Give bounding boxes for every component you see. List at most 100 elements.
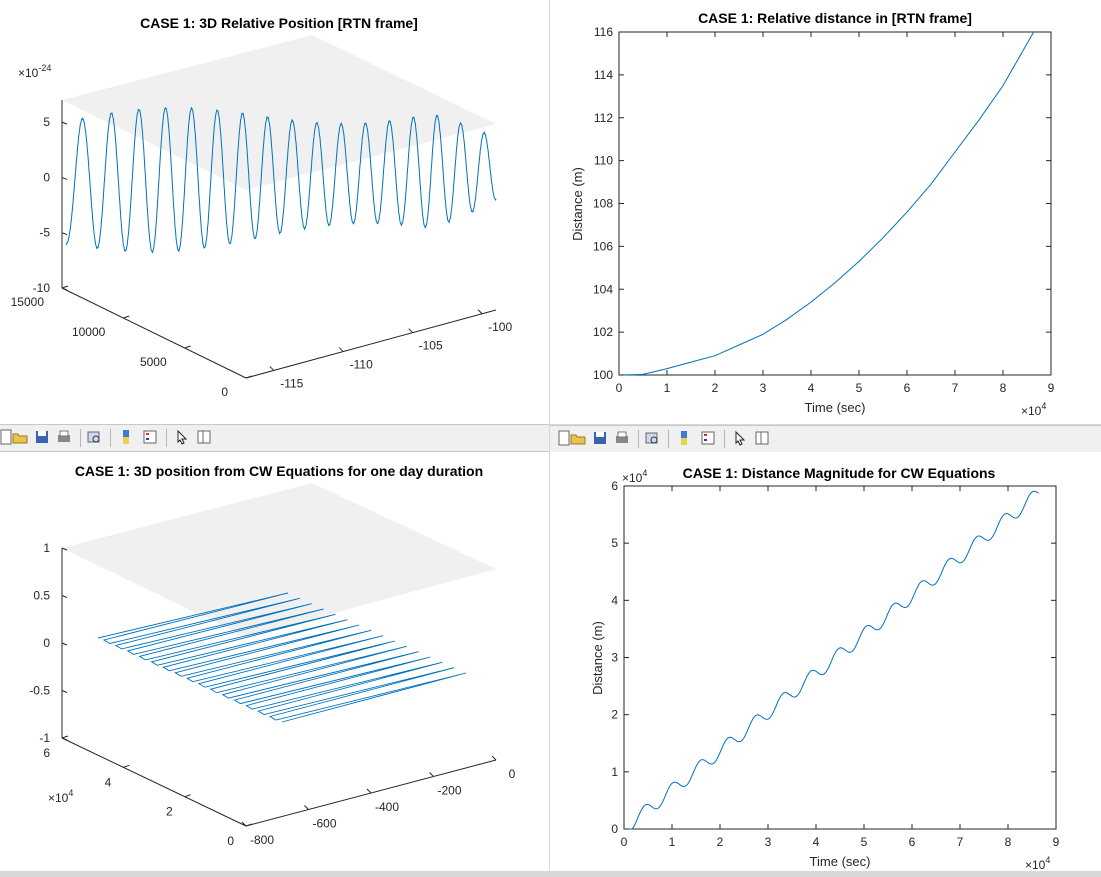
y-tick-label: 100 (593, 368, 613, 382)
x-axis-label: Time (sec) (805, 400, 866, 415)
y-axis-label: Distance (m) (570, 167, 585, 241)
toolbar-separator (166, 429, 167, 447)
y-tick (123, 315, 130, 319)
chart-title: CASE 1: Relative distance in [RTN frame] (698, 10, 972, 26)
legend-icon[interactable] (700, 430, 716, 446)
z-tick-label: 5 (43, 115, 50, 129)
axes-front-face (62, 100, 496, 378)
x-tick (429, 772, 434, 777)
toolbar-separator (80, 429, 81, 447)
colorbar-icon[interactable] (118, 429, 134, 445)
save-icon[interactable] (592, 430, 608, 446)
y-tick-label: 4 (105, 775, 112, 789)
z-tick-label: 1 (43, 541, 50, 555)
figure-window-2: CASE 1: Relative distance in [RTN frame]… (550, 0, 1101, 424)
open-icon[interactable] (570, 430, 586, 446)
x-axis-label: Time (sec) (810, 854, 871, 869)
y-tick-label: 102 (593, 325, 613, 339)
pointer-icon[interactable] (732, 430, 748, 446)
y-tick (61, 285, 69, 289)
z-tick-label: -5 (39, 226, 50, 240)
z-tick-label: 0 (43, 636, 50, 650)
y-tick-label: 2 (166, 805, 173, 819)
toolbar-separator (724, 430, 725, 448)
x-tick (408, 328, 414, 334)
chart-3d-relative-position: CASE 1: 3D Relative Position [RTN frame]… (11, 15, 513, 399)
x-tick-label: 4 (808, 381, 815, 395)
z-tick (61, 737, 68, 741)
x-tick-label: 9 (1048, 381, 1055, 395)
pointer-icon[interactable] (174, 429, 190, 445)
y-tick-label: 2 (611, 708, 618, 722)
y-tick-label: 0 (611, 822, 618, 836)
y-tick-label: 116 (594, 25, 613, 39)
x-tick-label: -600 (312, 817, 336, 831)
z-tick (61, 642, 68, 646)
x-tick-label: -105 (419, 339, 443, 353)
new-icon[interactable] (0, 429, 14, 445)
colorbar-icon[interactable] (676, 430, 692, 446)
x-tick-label: 3 (760, 381, 767, 395)
x-tick-label: -200 (437, 784, 461, 798)
new-icon[interactable] (556, 430, 572, 446)
print-icon[interactable] (56, 429, 72, 445)
toolbar-separator (668, 430, 669, 448)
series-line (97, 592, 467, 723)
series-line (618, 31, 1035, 376)
open-icon[interactable] (12, 429, 28, 445)
x-tick-label: 6 (904, 381, 911, 395)
x-tick-label: -800 (250, 833, 274, 847)
z-tick (61, 232, 68, 236)
x-tick-label: 2 (717, 835, 724, 849)
property-editor-icon[interactable] (754, 430, 770, 446)
y-tick-label: 1 (611, 765, 618, 779)
x-tick-label: 1 (669, 835, 676, 849)
z-tick (61, 547, 68, 551)
x-tick (477, 309, 483, 315)
print-preview-icon[interactable] (644, 430, 660, 446)
y-tick (245, 375, 253, 379)
z-tick (61, 176, 68, 180)
chart-distance-magnitude: CASE 1: Distance Magnitude for CW Equati… (590, 465, 1060, 871)
figure-window-4: CASE 1: Distance Magnitude for CW Equati… (550, 452, 1101, 871)
chart-title: CASE 1: 3D position from CW Equations fo… (75, 463, 483, 479)
x-tick-label: 0 (621, 835, 628, 849)
y-tick-label: 10000 (72, 325, 106, 339)
y-tick (184, 794, 191, 798)
x-tick-label: 8 (1000, 381, 1007, 395)
save-icon[interactable] (34, 429, 50, 445)
plot-area (623, 485, 1057, 830)
x-tick-label: -115 (280, 376, 303, 390)
x-tick (338, 347, 344, 352)
x-tick-label: 7 (957, 835, 964, 849)
x-tick-label: 8 (1005, 835, 1012, 849)
print-preview-icon[interactable] (86, 429, 102, 445)
print-icon[interactable] (614, 430, 630, 446)
x-tick (269, 366, 275, 371)
x-tick-label: -100 (488, 320, 512, 334)
figure-window-1: CASE 1: 3D Relative Position [RTN frame]… (0, 0, 549, 424)
y-tick-label: 108 (593, 197, 613, 211)
y-tick-label: 112 (594, 111, 613, 125)
y-tick-label: 3 (611, 651, 618, 665)
figure-toolbar-right (550, 425, 1101, 453)
x-tick-label: 1 (664, 381, 671, 395)
property-editor-icon[interactable] (196, 429, 212, 445)
legend-icon[interactable] (142, 429, 158, 445)
x-tick-label: 0 (509, 767, 516, 781)
x-tick-label: 3 (765, 835, 772, 849)
x-tick-label: 5 (856, 381, 863, 395)
z-tick (61, 690, 68, 693)
y-tick-label: 114 (594, 68, 613, 82)
x-exponent-label: ×104 (1021, 401, 1046, 418)
y-axis-label: Distance (m) (590, 621, 605, 695)
x-tick (304, 805, 309, 810)
toolbar-separator (110, 429, 111, 447)
y-tick-label: 5 (611, 536, 618, 550)
plot-area (618, 31, 1052, 376)
x-exponent-label: ×104 (1025, 855, 1050, 871)
x-tick (366, 788, 372, 794)
y-tick-label: 0 (221, 385, 228, 399)
y-tick (61, 735, 69, 739)
z-exponent-label: ×10-24 (18, 63, 51, 80)
